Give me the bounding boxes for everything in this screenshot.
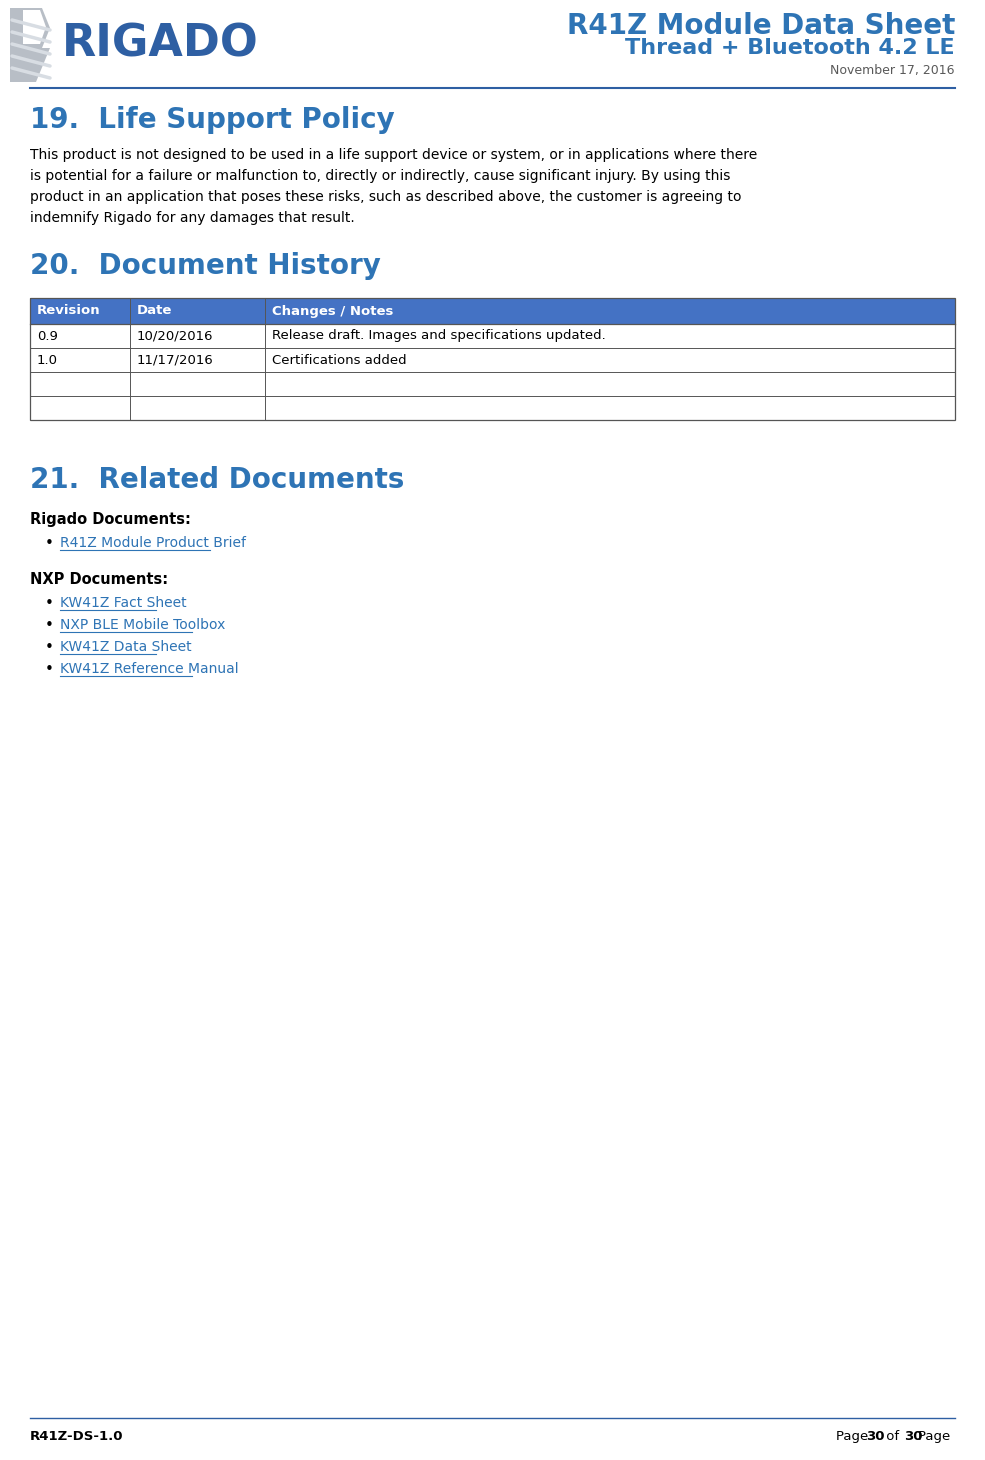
Text: R41Z-DS-1.0: R41Z-DS-1.0 [30, 1429, 123, 1442]
Text: Certifications added: Certifications added [272, 353, 407, 366]
Text: Changes / Notes: Changes / Notes [272, 305, 393, 317]
Text: Page: Page [836, 1429, 873, 1442]
Text: Page: Page [918, 1429, 955, 1442]
Bar [30, 347, 955, 372]
Text: Thread + Bluetooth 4.2 LE: Thread + Bluetooth 4.2 LE [625, 38, 955, 58]
Text: 11/17/2016: 11/17/2016 [137, 353, 214, 366]
Polygon shape [10, 7, 22, 82]
Text: •: • [45, 618, 54, 634]
Text: is potential for a failure or malfunction to, directly or indirectly, cause sign: is potential for a failure or malfunctio… [30, 169, 730, 182]
Bar [30, 396, 955, 420]
Text: NXP BLE Mobile Toolbox: NXP BLE Mobile Toolbox [60, 618, 226, 632]
Text: 1.0: 1.0 [37, 353, 58, 366]
Text: •: • [45, 536, 54, 550]
Text: 10/20/2016: 10/20/2016 [137, 330, 214, 343]
Text: 30: 30 [866, 1429, 885, 1442]
Text: product in an application that poses these risks, such as described above, the c: product in an application that poses the… [30, 190, 742, 204]
Text: This product is not designed to be used in a life support device or system, or i: This product is not designed to be used … [30, 147, 757, 162]
Text: R41Z Module Data Sheet: R41Z Module Data Sheet [566, 12, 955, 39]
Bar [30, 298, 955, 324]
Text: Release draft. Images and specifications updated.: Release draft. Images and specifications… [272, 330, 606, 343]
Text: 21.  Related Documents: 21. Related Documents [30, 466, 405, 493]
Text: indemnify Rigado for any damages that result.: indemnify Rigado for any damages that re… [30, 212, 355, 225]
Text: November 17, 2016: November 17, 2016 [830, 64, 955, 77]
Text: Revision: Revision [37, 305, 100, 317]
Text: Date: Date [137, 305, 172, 317]
Text: KW41Z Fact Sheet: KW41Z Fact Sheet [60, 596, 186, 610]
Text: NXP Documents:: NXP Documents: [30, 572, 168, 587]
Text: •: • [45, 661, 54, 677]
Text: KW41Z Data Sheet: KW41Z Data Sheet [60, 639, 192, 654]
Polygon shape [22, 48, 50, 82]
Text: R41Z Module Product Brief: R41Z Module Product Brief [60, 536, 246, 550]
Polygon shape [23, 10, 46, 44]
Text: 19.  Life Support Policy: 19. Life Support Policy [30, 107, 395, 134]
Text: 0.9: 0.9 [37, 330, 58, 343]
Bar [30, 324, 955, 347]
Bar [30, 298, 955, 420]
Text: •: • [45, 596, 54, 610]
Text: KW41Z Reference Manual: KW41Z Reference Manual [60, 661, 238, 676]
Text: of: of [882, 1429, 903, 1442]
Text: RIGADO: RIGADO [62, 22, 259, 66]
Bar [30, 372, 955, 396]
Text: Rigado Documents:: Rigado Documents: [30, 512, 191, 527]
Text: 30: 30 [904, 1429, 923, 1442]
Text: 20.  Document History: 20. Document History [30, 253, 381, 280]
Polygon shape [22, 7, 50, 48]
Text: •: • [45, 639, 54, 656]
